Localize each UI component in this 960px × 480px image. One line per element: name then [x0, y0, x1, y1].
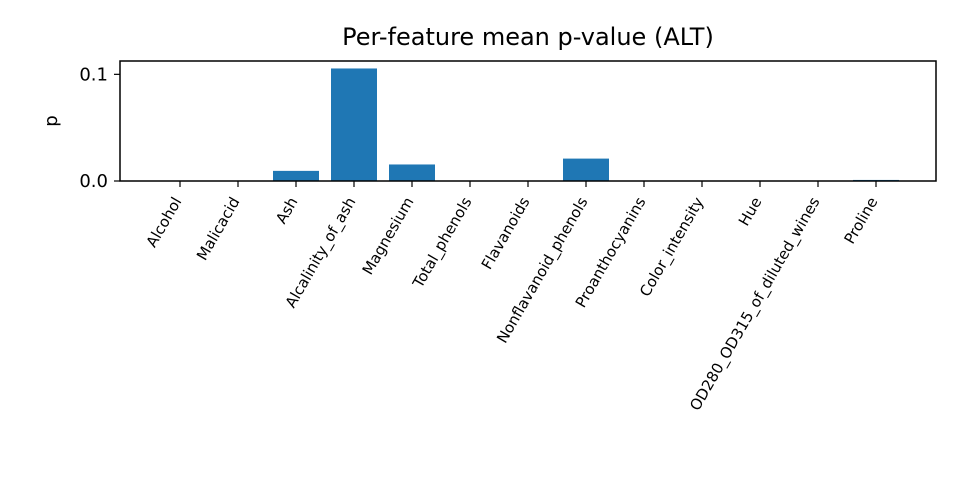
x-tick-label: OD280_OD315_of_diluted_wines — [686, 194, 824, 414]
x-tick-label: Alcohol — [143, 194, 186, 250]
bar-magnesium — [389, 164, 435, 181]
x-tick-label: Magnesium — [359, 194, 418, 278]
chart-title: Per-feature mean p-value (ALT) — [342, 23, 714, 51]
y-tick-label: 0.0 — [79, 171, 108, 192]
y-ticks-group: 0.0 0.1 — [79, 64, 120, 192]
plot-frame — [119, 60, 937, 182]
x-tick-label: Total_phenols — [409, 194, 477, 292]
x-tick-label: Color_intensity — [636, 194, 708, 300]
y-tick-label: 0.1 — [79, 64, 108, 85]
x-tick-label: Malicacid — [193, 194, 244, 263]
x-tick-label: Flavanoids — [478, 194, 534, 273]
bars-group — [273, 68, 899, 181]
bar-ash — [273, 170, 319, 181]
x-tick-label: Proline — [840, 194, 881, 247]
x-tick-label: Hue — [735, 194, 766, 229]
y-axis-label: p — [41, 115, 62, 126]
bar-alcalinity-of-ash — [331, 68, 377, 181]
bar-nonflavanoid-phenols — [563, 158, 609, 181]
x-tick-label: Ash — [272, 194, 301, 227]
